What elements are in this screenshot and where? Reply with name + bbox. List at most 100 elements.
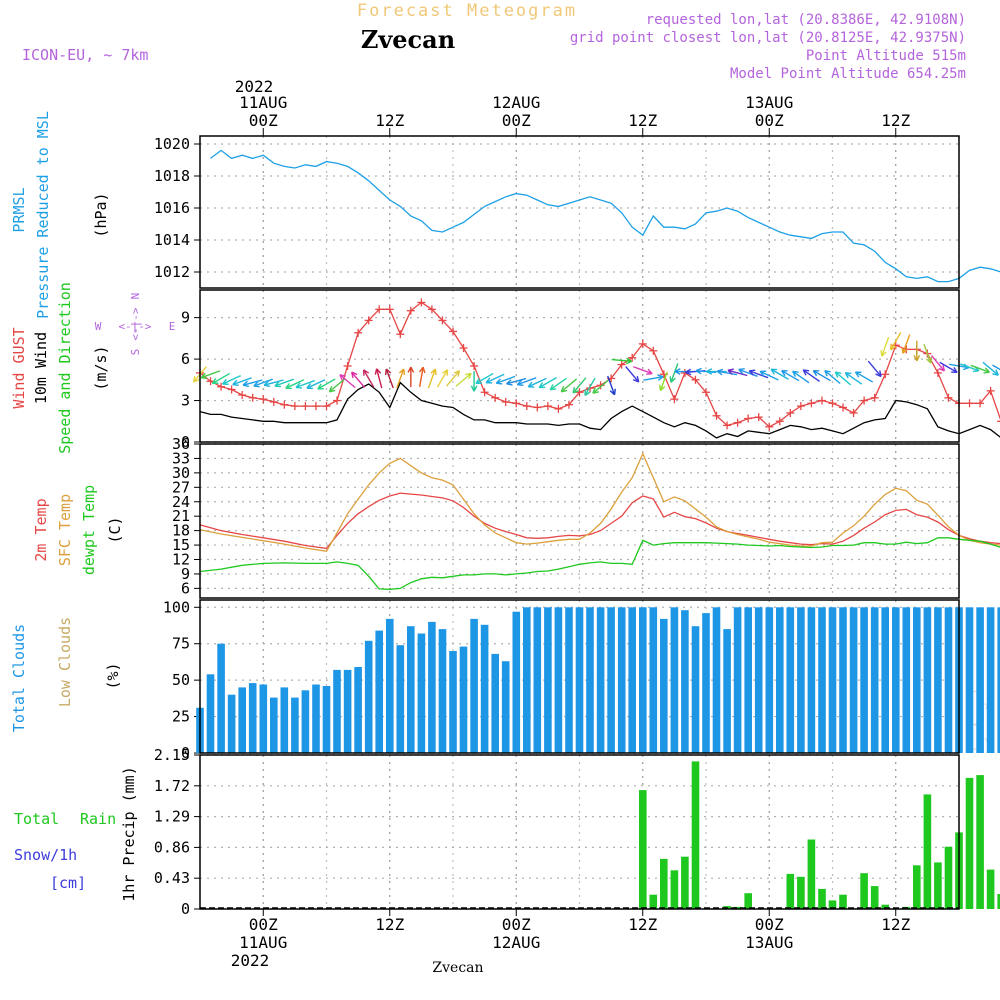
bar-total-clouds <box>491 653 499 753</box>
wind-arrow-head <box>685 368 691 373</box>
bar-total-clouds <box>797 607 805 753</box>
wind-arrow <box>200 370 221 380</box>
wind-arrow <box>516 377 537 387</box>
gust-marker <box>512 399 521 408</box>
bar-total-clouds <box>523 607 531 753</box>
wind-arrow <box>716 368 738 376</box>
wind-arrow-head <box>465 372 472 376</box>
bar-total-rain <box>660 858 668 909</box>
wind-arrow-shaft <box>584 377 596 396</box>
wind-arrow-shaft <box>959 363 980 372</box>
ytick-label: 3 <box>181 392 190 410</box>
wind-arrow-shaft <box>306 379 326 389</box>
gust-marker <box>385 305 394 314</box>
wind-arrow-shaft <box>549 377 568 391</box>
wind-arrow-shaft <box>285 379 305 389</box>
wind-arrow-head <box>363 369 370 374</box>
wind-arrow-shaft <box>792 370 810 384</box>
wind-arrow <box>824 369 841 385</box>
bar-total-clouds <box>407 626 415 753</box>
wind-arrow-head <box>626 357 632 362</box>
gust-marker <box>491 393 500 402</box>
wind-arrow-head <box>274 385 281 388</box>
wind-arrow-head <box>398 368 405 374</box>
wind-arrow-shaft <box>527 377 547 388</box>
wind-arrow-shaft <box>824 370 841 385</box>
ytick-label: 1012 <box>154 263 190 281</box>
bar-total-clouds <box>428 621 436 753</box>
wind-arrow-head <box>418 366 424 373</box>
wind-arrow-head <box>685 371 692 376</box>
wind-arrow <box>854 371 874 383</box>
wind-arrow-head <box>232 379 238 386</box>
wind-arrow <box>418 366 426 388</box>
bar-total-rain <box>976 775 984 909</box>
ytick-label: 1.29 <box>154 808 190 826</box>
top-tick-label: 12AUG <box>492 93 540 112</box>
wind-arrow-head <box>410 366 415 373</box>
wind-arrow <box>923 343 933 364</box>
ytick-label: 75 <box>172 635 190 653</box>
header: Forecast Meteogram Zvecan ICON-EU, ~ 7km… <box>22 1 988 976</box>
wind-arrow-shaft <box>659 371 668 391</box>
precip-legend-snow: Snow/1h <box>14 846 77 864</box>
bar-total-rain <box>744 893 752 909</box>
wind-arrow <box>939 361 958 374</box>
wind-arrow-shaft <box>844 372 863 385</box>
bar-total-clouds <box>944 607 953 753</box>
gust-marker <box>406 306 415 315</box>
wind-arrow-head <box>984 367 990 373</box>
wind-arrow-shaft <box>538 376 557 389</box>
temp-label-3: dewpt Temp <box>80 485 98 575</box>
wind-arrow <box>328 378 346 393</box>
wind-arrow-head <box>517 383 524 387</box>
bottom-tick-label: 00Z <box>755 915 784 934</box>
wind-arrow-shaft <box>867 360 882 377</box>
wind-arrow-head <box>306 383 312 389</box>
bar-total-clouds <box>312 684 320 753</box>
bar-total-clouds <box>892 607 900 753</box>
panel-wind: 0 3 6 9 <box>181 289 1000 451</box>
wind-arrow-head <box>844 372 849 379</box>
panel-pressure: 1012 1014 1016 1018 1020 <box>154 135 1000 289</box>
wind-arrow-head <box>285 383 291 389</box>
wind-arrow-head <box>613 388 616 395</box>
bar-total-clouds <box>396 645 405 753</box>
gust-marker <box>933 368 942 377</box>
wind-arrow-head <box>792 370 799 373</box>
wind-arrow-head <box>658 384 662 391</box>
ytick-label: 21 <box>172 507 190 525</box>
ytick-label: 2.15 <box>154 746 190 764</box>
panel-precip: 0 0.43 0.86 1.29 1.72 2.15 <box>154 746 1000 918</box>
bar-total-clouds <box>206 674 215 753</box>
wind-arrow <box>844 372 863 385</box>
gust-marker <box>649 346 658 355</box>
wind-arrow-head <box>674 370 681 375</box>
top-tick-label: 11AUG <box>239 93 287 112</box>
bar-total-clouds <box>501 661 510 753</box>
bar-total-clouds <box>849 607 858 753</box>
gust-marker <box>501 397 510 406</box>
wind-arrow-head <box>824 369 831 373</box>
gust-marker <box>754 413 763 422</box>
wind-arrow <box>625 366 640 383</box>
gust-marker <box>470 362 479 370</box>
bar-total-clouds <box>270 697 278 753</box>
compass-e: E <box>169 320 176 333</box>
bar-total-clouds <box>786 607 795 753</box>
wind-arrow <box>611 357 632 365</box>
temp-label-1: 2m Temp <box>32 498 50 561</box>
wind-arrow-head <box>717 368 724 372</box>
wind-arrow-shaft <box>607 375 616 395</box>
gust-marker <box>638 339 647 348</box>
wind-arrow-shaft <box>232 377 252 386</box>
compass-w: W <box>95 320 102 333</box>
wind-arrow-head <box>442 369 448 374</box>
compass-arrows: <-|-> <box>118 320 151 333</box>
wind-arrow <box>263 379 284 388</box>
bar-total-clouds <box>754 607 763 753</box>
gust-marker <box>765 422 774 431</box>
wind-arrow <box>446 370 461 387</box>
ytick-label: 0.86 <box>154 838 190 856</box>
